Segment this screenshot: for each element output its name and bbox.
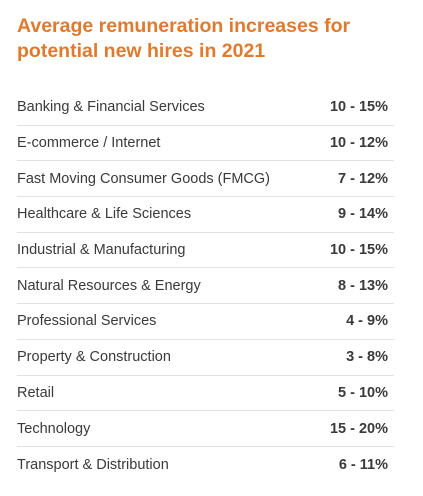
industry-label: Industrial & Manufacturing (17, 242, 186, 259)
table-row: Natural Resources & Energy 8 - 13% (17, 268, 394, 305)
industry-label: Professional Services (17, 313, 157, 330)
table-row: Healthcare & Life Sciences 9 - 14% (17, 197, 394, 233)
increase-range: 9 - 14% (338, 206, 388, 223)
industry-label: Natural Resources & Energy (17, 277, 201, 294)
increase-range: 4 - 9% (346, 313, 388, 330)
industry-label: Healthcare & Life Sciences (17, 206, 192, 223)
table-row: E-commerce / Internet 10 - 12% (17, 126, 394, 162)
industry-label: Banking & Financial Services (17, 99, 205, 116)
increase-range: 10 - 15% (329, 99, 388, 116)
table-row: Retail 5 - 10% (17, 376, 394, 412)
table-row: Banking & Financial Services 10 - 15% (17, 90, 394, 126)
industry-label: E-commerce / Internet (17, 135, 161, 152)
increase-range: 10 - 15% (329, 242, 388, 259)
table-row: Transport & Distribution 6 - 11% (17, 447, 394, 483)
industry-label: Retail (17, 384, 55, 401)
industry-label: Fast Moving Consumer Goods (FMCG) (17, 170, 271, 187)
increase-range: 6 - 11% (338, 456, 388, 473)
increase-range: 10 - 12% (329, 135, 388, 152)
industry-label: Transport & Distribution (17, 456, 169, 473)
table-row: Industrial & Manufacturing 10 - 15% (17, 233, 394, 269)
increase-range: 5 - 10% (338, 384, 388, 401)
remuneration-table: Banking & Financial Services 10 - 15% E-… (17, 90, 394, 483)
table-row: Property & Construction 3 - 8% (17, 340, 394, 376)
increase-range: 15 - 20% (329, 420, 388, 437)
increase-range: 7 - 12% (338, 170, 388, 187)
page-title: Average remuneration increases for poten… (17, 15, 351, 62)
increase-range: 8 - 13% (338, 277, 388, 294)
industry-label: Property & Construction (17, 349, 171, 366)
table-row: Fast Moving Consumer Goods (FMCG) 7 - 12… (17, 161, 394, 198)
industry-label: Technology (17, 420, 91, 437)
table-row: Technology 15 - 20% (17, 411, 394, 447)
increase-range: 3 - 8% (346, 349, 388, 366)
table-row: Professional Services 4 - 9% (17, 304, 394, 340)
